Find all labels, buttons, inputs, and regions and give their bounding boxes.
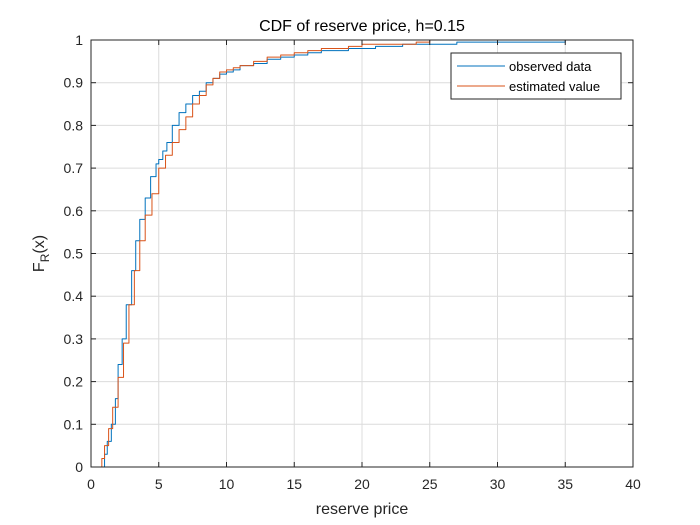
y-axis-label: FR(x) (31, 235, 52, 272)
series-layer (91, 39, 606, 468)
x-tick-label: 15 (286, 476, 302, 492)
y-tick-labels: 0 0.1 0.2 0.3 0.4 0.5 0.6 0.7 0.8 0.9 1 (64, 32, 84, 475)
chart-title: CDF of reserve price, h=0.15 (259, 18, 465, 35)
x-axis-label: reserve price (316, 501, 409, 518)
x-tick-labels: 0 5 10 15 20 25 30 35 40 (87, 476, 641, 492)
y-axis-label-subscript: R (38, 253, 52, 262)
y-tick-label: 0.4 (64, 288, 84, 304)
x-tick-label: 30 (490, 476, 506, 492)
y-tick-label: 0.6 (64, 203, 84, 219)
y-axis-label-main: F (31, 262, 48, 272)
x-tick-label: 10 (219, 476, 235, 492)
x-tick-label: 40 (625, 476, 641, 492)
y-tick-label: 0.8 (64, 117, 84, 133)
x-tick-label: 25 (422, 476, 438, 492)
x-tick-label: 5 (155, 476, 163, 492)
ticks (90, 39, 634, 468)
series-line-observed-data (95, 39, 606, 468)
y-tick-label: 0.2 (64, 374, 84, 390)
x-tick-label: 35 (557, 476, 573, 492)
legend-label-estimated-value: estimated value (509, 79, 600, 94)
legend-box (450, 52, 622, 100)
x-tick-label: 0 (87, 476, 95, 492)
y-tick-label: 0.1 (64, 416, 84, 432)
y-tick-label: 0.7 (64, 160, 84, 176)
legend: observed data estimated value (450, 52, 622, 100)
series-line-estimated-value (91, 39, 606, 468)
y-tick-label: 0.5 (64, 246, 84, 262)
y-tick-label: 1 (75, 32, 83, 48)
y-tick-label: 0 (75, 459, 83, 475)
y-axis-label-argument: (x) (31, 235, 48, 254)
y-tick-label: 0.9 (64, 75, 84, 91)
y-tick-label: 0.3 (64, 331, 84, 347)
grid-lines (90, 39, 634, 468)
legend-label-observed-data: observed data (509, 59, 592, 74)
x-tick-label: 20 (354, 476, 370, 492)
